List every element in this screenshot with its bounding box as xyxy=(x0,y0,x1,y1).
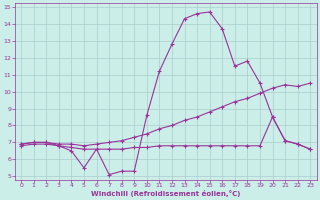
X-axis label: Windchill (Refroidissement éolien,°C): Windchill (Refroidissement éolien,°C) xyxy=(91,190,240,197)
